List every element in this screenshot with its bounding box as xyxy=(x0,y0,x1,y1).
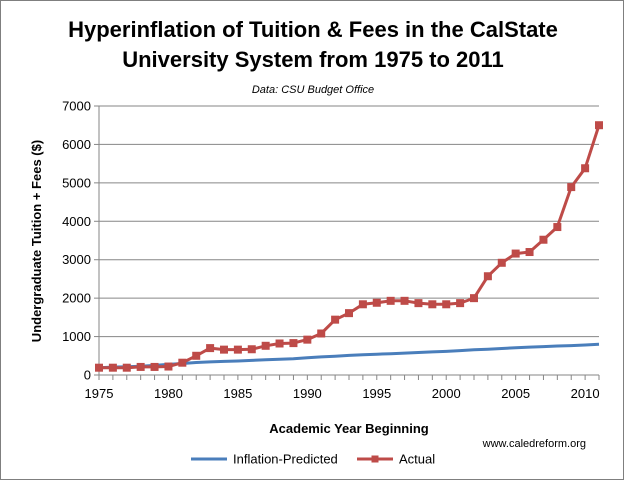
legend-item: Actual xyxy=(357,452,435,467)
data-point xyxy=(386,296,395,305)
data-point xyxy=(206,344,215,353)
gridlines xyxy=(99,105,599,338)
data-point xyxy=(331,315,340,324)
legend-marker xyxy=(371,455,379,463)
y-tick-label: 0 xyxy=(84,368,91,383)
data-point xyxy=(456,299,465,308)
series xyxy=(95,121,603,372)
series-2 xyxy=(95,121,603,372)
data-point xyxy=(442,300,451,309)
y-tick-label: 4000 xyxy=(62,214,91,229)
legend-label: Actual xyxy=(399,452,435,467)
x-axis-label: Academic Year Beginning xyxy=(269,421,428,436)
data-point xyxy=(220,345,228,354)
data-point xyxy=(595,121,603,130)
data-point xyxy=(122,363,131,372)
x-tick-label: 2000 xyxy=(432,386,461,401)
x-tick-label: 1985 xyxy=(223,386,252,401)
data-point xyxy=(358,300,367,309)
data-point xyxy=(553,223,562,232)
chart-title-line1: Hyperinflation of Tuition & Fees in the … xyxy=(68,17,558,42)
y-tick-label: 6000 xyxy=(62,137,91,152)
y-tick-label: 3000 xyxy=(62,252,91,267)
data-point xyxy=(136,362,145,371)
data-point xyxy=(525,248,534,257)
data-point xyxy=(95,363,103,372)
x-tick-label: 1990 xyxy=(293,386,322,401)
data-point xyxy=(483,272,492,281)
y-tick-label: 5000 xyxy=(62,175,91,190)
data-point xyxy=(414,299,423,308)
legend: Inflation-Predicted Actual xyxy=(191,452,435,467)
y-tick-label: 2000 xyxy=(62,291,91,306)
x-tick-label: 1980 xyxy=(154,386,183,401)
data-point xyxy=(289,339,298,348)
legend-label: Inflation-Predicted xyxy=(233,452,338,467)
data-point xyxy=(303,335,312,344)
x-tick-label: 2010 xyxy=(571,386,600,401)
axes xyxy=(94,105,600,380)
y-tick-label: 1000 xyxy=(62,329,91,344)
data-point xyxy=(233,345,242,354)
data-point xyxy=(150,362,159,371)
data-point xyxy=(428,300,437,309)
data-point xyxy=(539,235,548,244)
x-tick-label: 1995 xyxy=(362,386,391,401)
chart-title-line2: University System from 1975 to 2011 xyxy=(122,47,504,72)
legend-item: Inflation-Predicted xyxy=(191,452,338,467)
y-tick-label: 7000 xyxy=(62,99,91,114)
data-point xyxy=(178,358,187,367)
data-point xyxy=(511,249,520,258)
data-point xyxy=(317,329,326,338)
data-point xyxy=(372,298,381,307)
credit-text: www.caledreform.org xyxy=(482,438,586,450)
x-tick-label: 1975 xyxy=(85,386,114,401)
data-point xyxy=(497,258,506,267)
data-point xyxy=(345,309,353,318)
data-point xyxy=(261,341,270,350)
x-tick-label: 2005 xyxy=(501,386,530,401)
data-point xyxy=(470,294,478,303)
data-point xyxy=(400,296,409,305)
data-point xyxy=(581,164,590,173)
data-point xyxy=(275,339,284,348)
data-point xyxy=(192,351,201,360)
data-point xyxy=(247,345,256,354)
series-line xyxy=(99,124,601,370)
tick-labels: 0 1000 2000 3000 4000 5000 6000 7000 1975 1980 198… xyxy=(62,99,599,402)
data-point xyxy=(108,363,117,372)
chart-subtitle: Data: CSU Budget Office xyxy=(252,84,374,96)
data-point xyxy=(164,362,173,371)
data-point xyxy=(567,183,576,192)
y-axis-label: Undergraduate Tuition + Fees ($) xyxy=(29,140,44,342)
